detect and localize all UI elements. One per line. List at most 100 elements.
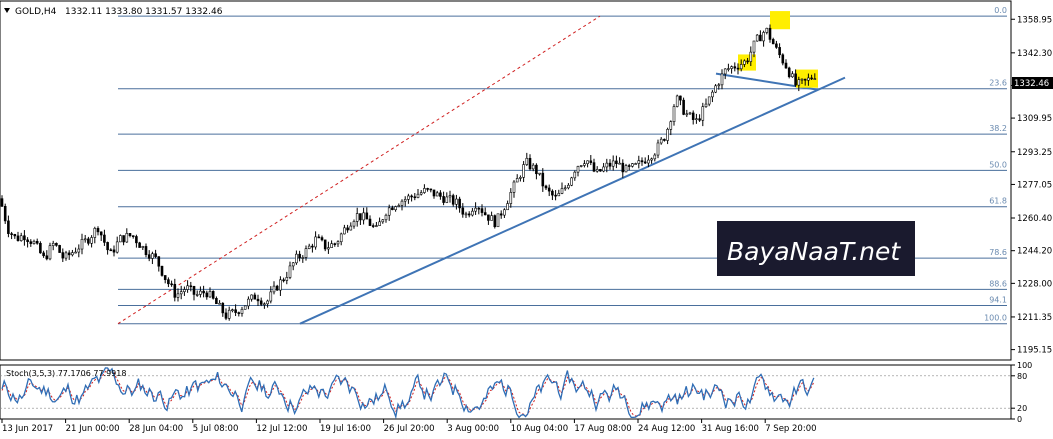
candle-body bbox=[695, 118, 698, 121]
candle-body bbox=[224, 312, 228, 319]
candle-body bbox=[426, 188, 429, 190]
time-tick-label: 24 Aug 12:00 bbox=[638, 424, 695, 434]
channel-dashed-line bbox=[117, 15, 601, 325]
candle-body bbox=[330, 243, 333, 248]
candle-body bbox=[573, 171, 577, 179]
candle-body bbox=[807, 77, 810, 81]
candle-body bbox=[77, 248, 81, 253]
candle-body bbox=[144, 246, 148, 255]
candle-body bbox=[659, 138, 663, 144]
candle-body bbox=[403, 199, 407, 202]
candle-body bbox=[595, 169, 599, 172]
candle-body bbox=[717, 84, 721, 87]
candle-body bbox=[714, 85, 717, 93]
candle-body bbox=[768, 27, 772, 40]
candle-body bbox=[503, 209, 506, 216]
candle-body bbox=[698, 118, 701, 121]
price-axis: 1358.951342.301326.101309.951293.251277.… bbox=[1011, 15, 1052, 356]
time-tick-label: 12 Jul 12:00 bbox=[256, 424, 307, 434]
candle-body bbox=[791, 73, 794, 78]
candle-body bbox=[493, 215, 497, 228]
candle-body bbox=[32, 240, 36, 244]
candle-body bbox=[378, 221, 381, 226]
main-plot-frame bbox=[0, 0, 1012, 361]
candle-body bbox=[679, 95, 682, 101]
candle-body bbox=[621, 162, 625, 173]
candle-body bbox=[538, 172, 541, 175]
fib-label: 94.1 bbox=[989, 296, 1007, 305]
trendlines bbox=[117, 15, 846, 325]
time-tick-label: 31 Aug 16:00 bbox=[702, 424, 759, 434]
candle-body bbox=[416, 193, 420, 198]
candle-body bbox=[787, 67, 791, 78]
candle-body bbox=[413, 196, 417, 199]
candle-body bbox=[755, 34, 759, 42]
candle-body bbox=[499, 213, 503, 216]
candle-body bbox=[317, 236, 321, 239]
candle-body bbox=[365, 212, 369, 220]
candle-body bbox=[55, 242, 58, 246]
candle-body bbox=[445, 196, 449, 203]
candle-body bbox=[131, 235, 135, 237]
candle-body bbox=[39, 242, 42, 254]
candle-body bbox=[112, 249, 116, 253]
candle-body bbox=[586, 160, 589, 164]
candle-body bbox=[506, 203, 509, 211]
candle-body bbox=[631, 163, 634, 167]
time-tick-label: 21 Jun 00:00 bbox=[66, 424, 120, 434]
candle-body bbox=[765, 27, 769, 33]
fib-label: 23.6 bbox=[989, 79, 1007, 88]
candle-body bbox=[64, 252, 68, 259]
candle-body bbox=[471, 210, 474, 216]
candle-body bbox=[487, 214, 490, 221]
candle-body bbox=[397, 205, 401, 207]
candle-body bbox=[115, 241, 119, 253]
candle-body bbox=[106, 242, 109, 251]
price-tick-label: 1358.95 bbox=[1017, 15, 1052, 25]
candle-body bbox=[298, 253, 301, 259]
candle-body bbox=[643, 161, 647, 164]
fib-label: 38.2 bbox=[989, 124, 1007, 133]
candle-body bbox=[650, 158, 653, 161]
candle-body bbox=[256, 298, 260, 302]
stoch-signal-line bbox=[1, 369, 815, 417]
time-tick-label: 3 Aug 00:00 bbox=[447, 424, 499, 434]
candle-body bbox=[640, 160, 644, 163]
candle-body bbox=[599, 169, 602, 172]
time-tick-label: 19 Jul 16:00 bbox=[320, 424, 371, 434]
candle-body bbox=[192, 286, 196, 295]
candle-body bbox=[0, 198, 4, 207]
candle-body bbox=[410, 195, 413, 198]
candle-body bbox=[240, 308, 244, 314]
price-tick-label: 1211.35 bbox=[1017, 313, 1052, 323]
candle-body bbox=[163, 275, 167, 280]
candle-body bbox=[685, 113, 689, 116]
price-tick-label: 1244.20 bbox=[1017, 247, 1052, 257]
candle-body bbox=[720, 73, 724, 86]
candle-body bbox=[253, 294, 257, 300]
candle-body bbox=[183, 289, 186, 292]
candle-body bbox=[304, 248, 308, 258]
candle-body bbox=[227, 309, 231, 319]
candle-body bbox=[231, 309, 234, 312]
candle-body bbox=[528, 157, 532, 170]
candle-body bbox=[522, 164, 525, 178]
candle-body bbox=[359, 213, 362, 221]
candle-body bbox=[384, 214, 388, 221]
candle-body bbox=[490, 215, 493, 221]
candle-body bbox=[128, 233, 132, 236]
candle-body bbox=[199, 290, 202, 295]
candle-body bbox=[147, 254, 151, 259]
candle-body bbox=[170, 283, 173, 286]
candle-body bbox=[663, 138, 666, 141]
candle-body bbox=[797, 79, 801, 86]
candle-body bbox=[637, 160, 641, 164]
fib-label: 100.0 bbox=[984, 314, 1007, 323]
candle-body bbox=[541, 172, 545, 187]
candle-body bbox=[512, 181, 516, 193]
candle-body bbox=[269, 291, 273, 302]
candle-body bbox=[647, 159, 650, 164]
candle-body bbox=[141, 246, 145, 248]
candle-body bbox=[477, 207, 481, 210]
